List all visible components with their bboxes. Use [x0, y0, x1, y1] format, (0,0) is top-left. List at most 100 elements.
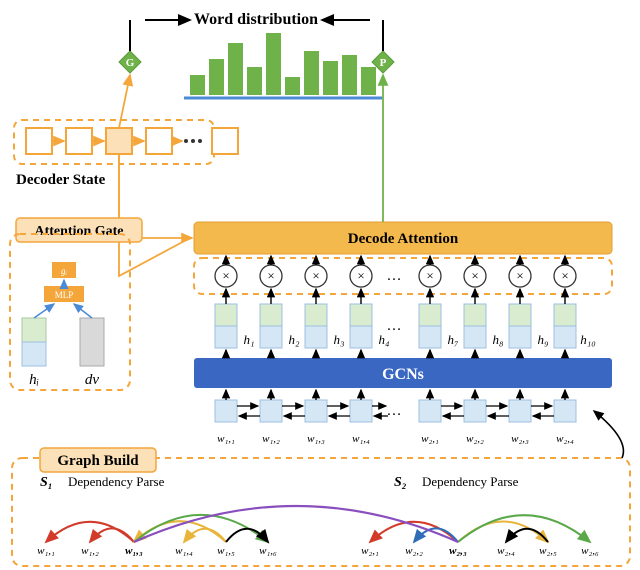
h-box-top [305, 304, 327, 326]
dep-word: w₁,₃ [125, 545, 143, 557]
diamond-label-p: P [380, 57, 387, 69]
dep-word: w₁,₆ [259, 545, 277, 557]
h-box-bot [554, 326, 576, 348]
dist-bar [285, 77, 300, 95]
h-label: h₃ [333, 332, 344, 347]
lstm-cell [464, 400, 486, 422]
ellipsis-dot [198, 139, 202, 143]
gate-symbol: × [471, 268, 478, 283]
decoder-cell [106, 128, 132, 154]
w-label: w₂,₃ [511, 433, 529, 445]
diamond-label-g: G [126, 57, 135, 69]
g-label: gᵢ [61, 266, 68, 276]
dep-word: w₂,₁ [361, 545, 379, 557]
dep-word: w₂,₂ [405, 545, 423, 557]
s1-label: S₁ [40, 475, 53, 490]
attention-gate-title: Attention Gate [34, 224, 123, 239]
s1-sublabel: Dependency Parse [68, 474, 165, 489]
ellipsis-dot [191, 139, 195, 143]
ellipsis-dot [184, 139, 188, 143]
h-label: h₈ [492, 332, 504, 347]
h-label: h₄ [378, 332, 390, 347]
decoder-cell [66, 128, 92, 154]
h-box-top [215, 304, 237, 326]
dep-word: w₂,₃ [449, 545, 467, 557]
dist-bar [342, 55, 357, 95]
hi-label: hᵢ [29, 372, 39, 388]
h-box-top [554, 304, 576, 326]
h-box-bot [350, 326, 372, 348]
dep-word: w₂,₅ [539, 545, 557, 557]
h-box-bot [509, 326, 531, 348]
dist-bar [228, 43, 243, 95]
dv-label: dv [85, 372, 100, 388]
lstm-cell [305, 400, 327, 422]
w-label: w₁,₁ [217, 433, 235, 445]
dist-bar [304, 51, 319, 95]
h-label: h₉ [537, 332, 548, 347]
mlp-label: MLP [55, 290, 74, 300]
gate-symbol: × [267, 268, 274, 283]
w-label: w₂,₁ [421, 433, 439, 445]
h-box-top [464, 304, 486, 326]
dist-bar [190, 75, 205, 95]
w-label: w₁,₂ [262, 433, 280, 445]
h-box-top [350, 304, 372, 326]
w-label: w₁,₄ [352, 433, 370, 445]
dv-box [80, 318, 104, 366]
dist-bar [266, 33, 281, 95]
hi-box-top [22, 318, 46, 342]
lstm-cell [350, 400, 372, 422]
lstm-cell [215, 400, 237, 422]
title-word-distribution: Word distribution [194, 11, 318, 28]
gate-symbol: × [312, 268, 319, 283]
h-box-bot [305, 326, 327, 348]
dist-bar [247, 67, 262, 95]
dep-word: w₁,₁ [37, 545, 55, 557]
dep-word: w₂,₄ [497, 545, 515, 557]
h-label: h₂ [288, 332, 300, 347]
s2-label: S₂ [394, 475, 407, 490]
gate-symbol: × [516, 268, 523, 283]
h-box-bot [215, 326, 237, 348]
w-label: w₂,₂ [466, 433, 484, 445]
h-box-top [419, 304, 441, 326]
h-box-bot [419, 326, 441, 348]
lstm-cell [554, 400, 576, 422]
h-box-bot [260, 326, 282, 348]
cross-arc [134, 506, 458, 542]
h-ellipsis: … [387, 318, 402, 334]
gcn-label: GCNs [382, 366, 424, 383]
lstm-cell [509, 400, 531, 422]
gate-symbol: × [426, 268, 433, 283]
gate-ellipsis: … [387, 268, 402, 284]
h-box-bot [464, 326, 486, 348]
decoder-cell [146, 128, 172, 154]
h-box-top [260, 304, 282, 326]
dep-word: w₁,₂ [81, 545, 99, 557]
dist-bar [209, 59, 224, 95]
lstm-ellipsis: … [387, 403, 402, 419]
decode-attention-label: Decode Attention [348, 231, 459, 247]
hi-box-bot [22, 342, 46, 366]
w-label: w₁,₃ [307, 433, 325, 445]
gate-symbol: × [561, 268, 568, 283]
dep-arc [184, 529, 226, 542]
decoder-cell [26, 128, 52, 154]
dist-bar [361, 67, 376, 95]
decoder-state-label: Decoder State [16, 172, 106, 188]
lstm-cell [419, 400, 441, 422]
dep-word: w₁,₄ [175, 545, 193, 557]
gate-symbol: × [357, 268, 364, 283]
graph-build-title: Graph Build [57, 453, 139, 469]
dist-bar [323, 61, 338, 95]
dep-arc [46, 522, 134, 542]
dep-arc [506, 529, 548, 542]
h-box-top [509, 304, 531, 326]
decoder-cell [212, 128, 238, 154]
w-label: w₂,₄ [556, 433, 574, 445]
graph-to-model-arrow [594, 411, 623, 458]
h-label: h₁₀ [580, 332, 596, 347]
lstm-cell [260, 400, 282, 422]
s2-sublabel: Dependency Parse [422, 474, 519, 489]
